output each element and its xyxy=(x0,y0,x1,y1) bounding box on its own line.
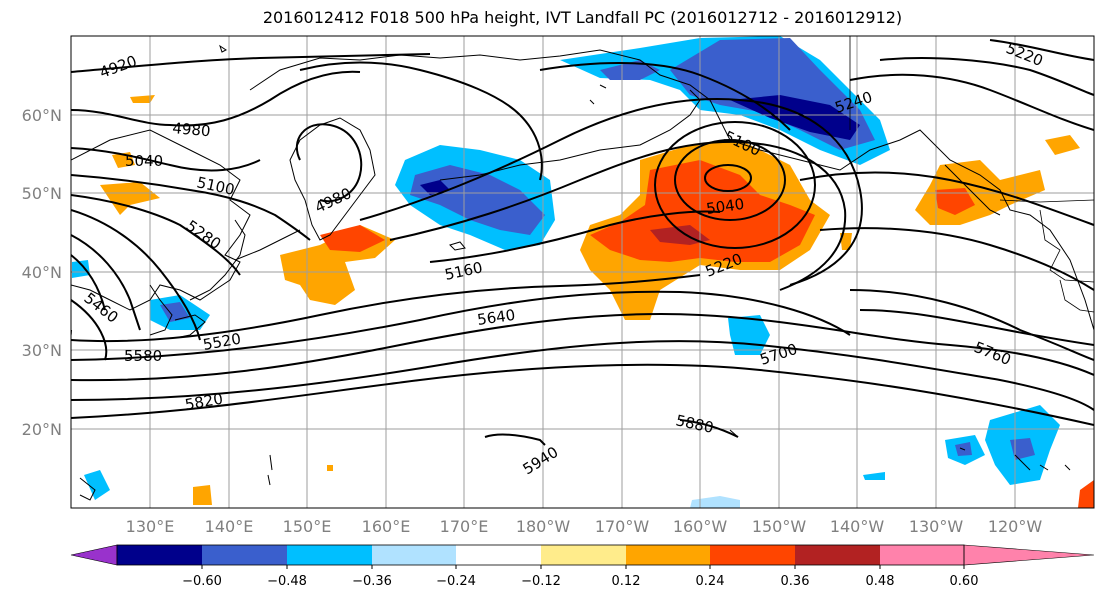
lon-label: 170°W xyxy=(595,517,650,536)
colorbar-extend-low xyxy=(70,544,118,566)
colorbar-tick-label: 0.36 xyxy=(781,574,810,589)
colorbar-tick-label: −0.60 xyxy=(182,574,222,589)
colorbar-tick-label: 0.12 xyxy=(612,574,641,589)
colorbar-tick-label: −0.36 xyxy=(352,574,392,589)
lon-label: 120°W xyxy=(988,517,1043,536)
negative-anomaly-shading xyxy=(72,36,1094,508)
colorbar-extend-high xyxy=(963,544,1095,566)
map-frame xyxy=(70,35,1095,509)
lon-label: 180°W xyxy=(516,517,571,536)
colorbar: −0.60 −0.48 −0.36 −0.24 −0.12 0.12 0.24 … xyxy=(70,544,1095,589)
lat-label: 20°N xyxy=(22,420,62,439)
lon-label: 140°W xyxy=(830,517,885,536)
longitude-labels: 130°E 140°E 150°E 160°E 170°E 180°W 170°… xyxy=(126,517,1043,536)
lon-label: 150°W xyxy=(752,517,807,536)
lat-label: 40°N xyxy=(22,263,62,282)
lon-label: 150°E xyxy=(283,517,332,536)
contour-label: 5040 xyxy=(125,152,163,170)
colorbar-segment xyxy=(287,545,372,565)
contour-label: 5580 xyxy=(124,347,162,365)
height-contours xyxy=(71,39,1094,446)
lon-label: 170°E xyxy=(440,517,489,536)
lon-label: 160°W xyxy=(673,517,728,536)
colorbar-segment xyxy=(626,545,710,565)
lon-label: 160°E xyxy=(362,517,411,536)
colorbar-tick-label: 0.48 xyxy=(866,574,895,589)
colorbar-tick-label: −0.12 xyxy=(521,574,561,589)
latitude-labels: 60°N 50°N 40°N 30°N 20°N xyxy=(22,106,62,439)
colorbar-segment xyxy=(880,545,964,565)
colorbar-tick-label: 0.60 xyxy=(950,574,979,589)
colorbar-segment xyxy=(541,545,626,565)
colorbar-segment xyxy=(456,545,541,565)
contour-label: 5640 xyxy=(476,306,516,329)
lon-label: 140°E xyxy=(205,517,254,536)
lat-label: 60°N xyxy=(22,106,62,125)
lon-label: 130°W xyxy=(909,517,964,536)
colorbar-ticks xyxy=(201,565,965,569)
colorbar-segment xyxy=(202,545,287,565)
contour-label: 5040 xyxy=(705,195,745,218)
lat-label: 50°N xyxy=(22,184,62,203)
colorbar-segment xyxy=(710,545,795,565)
colorbar-segment xyxy=(795,545,880,565)
lat-label: 30°N xyxy=(22,341,62,360)
colorbar-segment xyxy=(372,545,456,565)
graticule xyxy=(71,36,1094,508)
colorbar-tick-label: −0.48 xyxy=(267,574,307,589)
contour-label: 4980 xyxy=(172,119,212,140)
colorbar-tick-label: −0.24 xyxy=(436,574,476,589)
colorbar-segment xyxy=(117,545,202,565)
colorbar-tick-label: 0.24 xyxy=(696,574,725,589)
map-title: 2016012412 F018 500 hPa height, IVT Land… xyxy=(262,8,903,27)
political-borders xyxy=(849,36,1094,313)
lon-label: 130°E xyxy=(126,517,175,536)
